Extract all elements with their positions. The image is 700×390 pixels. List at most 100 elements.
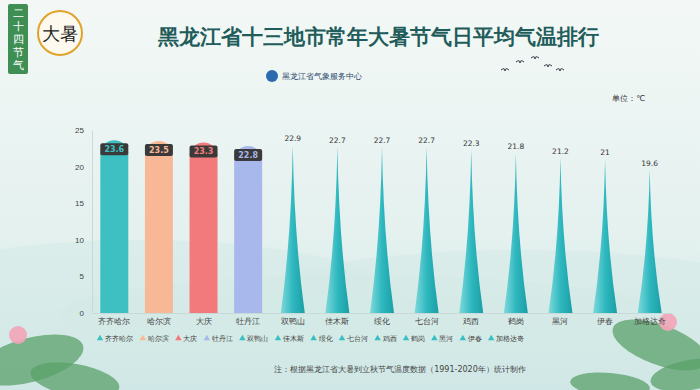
x-tick-label: 黑河 bbox=[552, 317, 568, 326]
legend-label: 哈尔滨 bbox=[148, 335, 169, 343]
bird bbox=[501, 69, 509, 71]
bar bbox=[145, 141, 173, 313]
bar bbox=[548, 158, 572, 313]
title: 黑龙江省十三地市常年大暑节气日平均气温排行 bbox=[157, 24, 599, 49]
data-label: 22.9 bbox=[284, 134, 301, 143]
data-label: 19.6 bbox=[641, 159, 658, 168]
data-label: 23.3 bbox=[194, 147, 214, 156]
y-tick: 5 bbox=[80, 272, 92, 281]
bar bbox=[370, 147, 394, 313]
bars bbox=[100, 140, 661, 313]
x-tick: 加格达奇 bbox=[634, 313, 666, 326]
x-tick-label: 七台河 bbox=[415, 317, 439, 326]
data-labels: 23.623.523.322.822.922.722.722.722.321.8… bbox=[100, 134, 658, 167]
legend-item: 哈尔滨 bbox=[140, 335, 169, 343]
lotus-flower bbox=[9, 326, 27, 344]
y-tick: 25 bbox=[75, 126, 92, 135]
y-axis: 0 5 10 15 20 25 bbox=[75, 126, 92, 318]
y-tick-label: 0 bbox=[80, 309, 85, 318]
x-tick: 伊春 bbox=[597, 313, 613, 326]
legend-item: 大庆 bbox=[175, 335, 197, 343]
legend-item: 鸡西 bbox=[374, 335, 396, 343]
note: 注：根据黑龙江省大暑到立秋节气温度数据（1991-2020年）统计制作 bbox=[274, 365, 526, 374]
bar bbox=[459, 150, 483, 313]
legend-label: 伊春 bbox=[468, 335, 482, 343]
legend-label: 大庆 bbox=[183, 335, 197, 343]
y-tick: 20 bbox=[75, 163, 92, 172]
bird bbox=[556, 69, 564, 71]
legend-item: 绥化 bbox=[310, 335, 332, 343]
legend-item: 加格达奇 bbox=[488, 335, 524, 343]
bar bbox=[325, 147, 349, 313]
x-tick: 大庆 bbox=[196, 313, 212, 326]
legend-marker bbox=[488, 335, 494, 341]
data-label: 23.6 bbox=[104, 145, 124, 154]
y-tick-label: 10 bbox=[75, 236, 84, 245]
data-label-box bbox=[190, 145, 218, 157]
x-tick: 绥化 bbox=[374, 313, 390, 326]
data-label-box bbox=[234, 149, 262, 161]
x-tick: 七台河 bbox=[415, 313, 439, 326]
unit-label: 单位：℃ bbox=[612, 94, 645, 103]
badge-circle bbox=[38, 11, 82, 55]
legend-marker bbox=[310, 335, 316, 341]
x-tick: 哈尔滨 bbox=[147, 313, 171, 326]
x-tick: 鹤岗 bbox=[508, 313, 524, 326]
x-tick: 黑河 bbox=[552, 313, 568, 326]
bird bbox=[516, 61, 524, 63]
bar bbox=[504, 153, 528, 313]
legend-label: 绥化 bbox=[319, 335, 333, 343]
bar bbox=[415, 147, 439, 313]
x-tick-label: 牡丹江 bbox=[236, 317, 260, 326]
legend-item: 齐齐哈尔 bbox=[97, 335, 133, 343]
bar bbox=[100, 140, 128, 313]
legend-label: 鹤岗 bbox=[411, 335, 425, 343]
data-label: 22.7 bbox=[329, 136, 346, 145]
x-tick-label: 佳木斯 bbox=[325, 317, 349, 326]
y-tick-label: 25 bbox=[75, 126, 84, 135]
data-label: 21.2 bbox=[552, 147, 569, 156]
badge-text: 二十四节气 bbox=[13, 7, 24, 72]
data-label: 22.7 bbox=[418, 136, 435, 145]
lotus-leaf bbox=[569, 370, 651, 390]
bird bbox=[544, 65, 552, 67]
x-tick-label: 哈尔滨 bbox=[147, 317, 171, 326]
badge-title: 大暑 bbox=[42, 23, 78, 44]
x-tick-label: 加格达奇 bbox=[634, 317, 666, 326]
y-tick: 15 bbox=[75, 199, 92, 208]
x-tick: 齐齐哈尔 bbox=[98, 313, 130, 326]
legend-marker bbox=[374, 335, 380, 341]
bar bbox=[234, 146, 262, 313]
legend-marker bbox=[403, 335, 409, 341]
badge-box bbox=[8, 4, 28, 74]
legend-marker bbox=[275, 335, 281, 341]
legend-label: 加格达奇 bbox=[496, 335, 524, 343]
lotus-leaf bbox=[28, 356, 122, 390]
x-tick-label: 大庆 bbox=[196, 317, 212, 326]
y-tick-label: 20 bbox=[75, 163, 84, 172]
bird bbox=[531, 57, 539, 59]
y-tick-label: 5 bbox=[80, 272, 85, 281]
legend-marker bbox=[339, 335, 345, 341]
legend-label: 佳木斯 bbox=[283, 335, 304, 343]
legend-item: 七台河 bbox=[339, 335, 368, 343]
x-tick-label: 双鸭山 bbox=[281, 317, 305, 326]
legend-label: 鸡西 bbox=[382, 335, 397, 343]
x-tick-label: 绥化 bbox=[374, 317, 390, 326]
legend-marker bbox=[460, 335, 466, 341]
legend-marker bbox=[204, 335, 210, 341]
decoration bbox=[0, 57, 700, 390]
background bbox=[0, 0, 700, 390]
data-label-box bbox=[100, 143, 128, 155]
bar bbox=[281, 145, 305, 313]
legend-item: 黑河 bbox=[431, 335, 453, 343]
data-label: 22.3 bbox=[463, 139, 480, 148]
source-logo bbox=[266, 70, 278, 82]
x-axis-line bbox=[93, 313, 673, 314]
x-tick-label: 齐齐哈尔 bbox=[98, 317, 130, 326]
legend-item: 伊春 bbox=[460, 335, 482, 343]
data-label: 22.7 bbox=[374, 136, 391, 145]
legend: 齐齐哈尔哈尔滨大庆牡丹江双鸭山佳木斯绥化七台河鸡西鹤岗黑河伊春加格达奇 bbox=[97, 335, 524, 343]
legend-marker bbox=[97, 335, 103, 341]
legend-item: 鹤岗 bbox=[403, 335, 425, 343]
